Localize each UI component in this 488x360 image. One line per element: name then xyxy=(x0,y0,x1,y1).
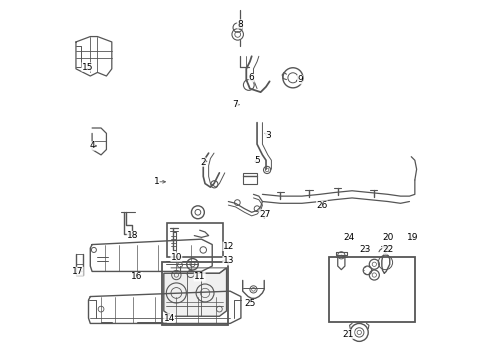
Text: 2: 2 xyxy=(200,158,205,167)
Text: 1: 1 xyxy=(153,177,159,186)
Text: 4: 4 xyxy=(89,141,95,150)
Text: 14: 14 xyxy=(163,314,175,323)
Bar xyxy=(328,257,414,321)
Text: 27: 27 xyxy=(258,210,270,219)
Text: 11: 11 xyxy=(194,272,205,281)
Text: 9: 9 xyxy=(297,75,303,84)
Text: 6: 6 xyxy=(248,73,254,82)
Text: 15: 15 xyxy=(81,63,93,72)
Text: 3: 3 xyxy=(264,131,270,140)
Text: 21: 21 xyxy=(342,330,353,339)
Text: 18: 18 xyxy=(126,231,138,240)
Text: 13: 13 xyxy=(222,256,234,265)
Bar xyxy=(162,262,228,325)
Bar xyxy=(242,173,257,184)
Text: 17: 17 xyxy=(72,267,83,276)
Text: 19: 19 xyxy=(407,233,418,242)
Text: 10: 10 xyxy=(170,253,182,262)
Text: 25: 25 xyxy=(244,299,255,308)
Text: 26: 26 xyxy=(316,201,327,210)
Text: 5: 5 xyxy=(254,156,260,165)
Text: 7: 7 xyxy=(232,100,238,109)
Text: 22: 22 xyxy=(382,246,393,255)
Polygon shape xyxy=(163,268,226,316)
Text: 8: 8 xyxy=(237,19,242,28)
Bar xyxy=(167,223,223,257)
Text: 23: 23 xyxy=(358,246,369,255)
Text: 16: 16 xyxy=(131,272,142,281)
Text: 24: 24 xyxy=(342,233,353,242)
Text: 20: 20 xyxy=(382,233,393,242)
Text: 12: 12 xyxy=(222,242,234,251)
